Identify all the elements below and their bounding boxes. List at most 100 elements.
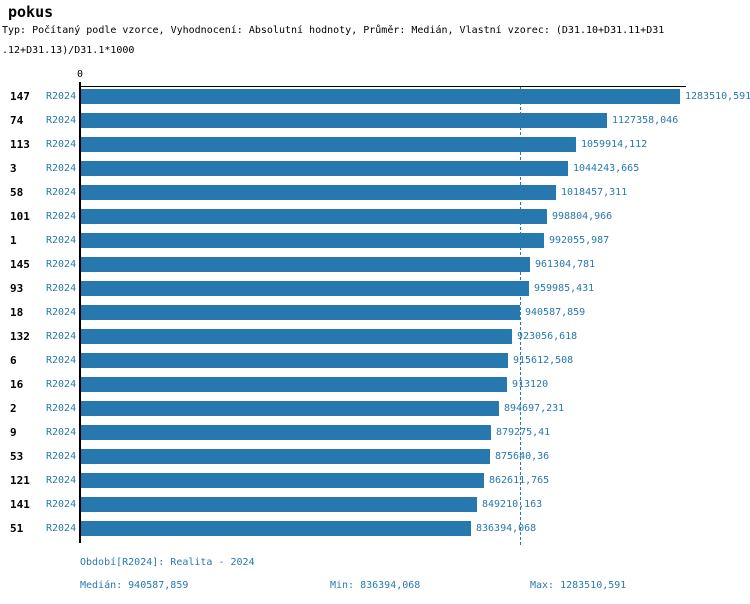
value-label: 961304,781	[535, 259, 596, 270]
value-label: 849210,163	[482, 499, 543, 510]
value-label: 879275,41	[496, 427, 551, 438]
bar[interactable]	[81, 89, 680, 104]
series-label: R2024	[46, 499, 77, 510]
category-label: 93	[10, 282, 24, 295]
footer-period-label: Období[R2024]: Realita - 2024	[80, 557, 255, 568]
chart-row: 1 R2024 992055,987	[0, 233, 750, 248]
value-label: 923056,618	[517, 331, 578, 342]
value-label: 894697,231	[504, 403, 565, 414]
bar[interactable]	[81, 257, 530, 272]
value-label: 998804,966	[552, 211, 613, 222]
y-axis-line	[79, 82, 81, 543]
bar[interactable]	[81, 497, 477, 512]
category-label: 16	[10, 378, 24, 391]
chart-row: 132 R2024 923056,618	[0, 329, 750, 344]
chart-row: 9 R2024 879275,41	[0, 425, 750, 440]
value-label: 992055,987	[549, 235, 610, 246]
series-label: R2024	[46, 403, 77, 414]
chart-row: 147 R2024 1283510,591	[0, 89, 750, 104]
chart-row: 93 R2024 959985,431	[0, 281, 750, 296]
x-axis-line	[79, 86, 686, 87]
bar[interactable]	[81, 305, 520, 320]
median-reference-line	[520, 87, 521, 545]
bar[interactable]	[81, 209, 547, 224]
value-label: 1044243,665	[573, 163, 640, 174]
footer-min-label: Min: 836394,068	[330, 580, 421, 591]
bar[interactable]	[81, 281, 529, 296]
series-label: R2024	[46, 451, 77, 462]
category-label: 121	[10, 474, 30, 487]
bar[interactable]	[81, 377, 507, 392]
chart-row: 51 R2024 836394,068	[0, 521, 750, 536]
chart-row: 145 R2024 961304,781	[0, 257, 750, 272]
chart-row: 74 R2024 1127358,046	[0, 113, 750, 128]
bar[interactable]	[81, 137, 576, 152]
value-label: 1018457,311	[561, 187, 628, 198]
series-label: R2024	[46, 331, 77, 342]
chart-row: 53 R2024 875640,36	[0, 449, 750, 464]
bar[interactable]	[81, 185, 556, 200]
category-label: 51	[10, 522, 24, 535]
bar[interactable]	[81, 401, 499, 416]
series-label: R2024	[46, 427, 77, 438]
series-label: R2024	[46, 211, 77, 222]
bar[interactable]	[81, 329, 512, 344]
series-label: R2024	[46, 379, 77, 390]
category-label: 74	[10, 114, 24, 127]
series-label: R2024	[46, 523, 77, 534]
bar[interactable]	[81, 449, 490, 464]
series-label: R2024	[46, 259, 77, 270]
category-label: 145	[10, 258, 30, 271]
chart-row: 141 R2024 849210,163	[0, 497, 750, 512]
value-label: 940587,859	[525, 307, 586, 318]
value-label: 915612,508	[513, 355, 574, 366]
value-label: 1283510,591	[685, 91, 750, 102]
series-label: R2024	[46, 355, 77, 366]
category-label: 2	[10, 402, 17, 415]
bar[interactable]	[81, 353, 508, 368]
bar[interactable]	[81, 425, 491, 440]
page-title: pokus	[8, 3, 54, 21]
series-label: R2024	[46, 163, 77, 174]
bar[interactable]	[81, 521, 471, 536]
category-label: 3	[10, 162, 17, 175]
bar[interactable]	[81, 473, 484, 488]
chart-row: 2 R2024 894697,231	[0, 401, 750, 416]
value-label: 862611,765	[489, 475, 550, 486]
value-label: 913120	[512, 379, 549, 390]
footer-max-label: Max: 1283510,591	[530, 580, 627, 591]
category-label: 113	[10, 138, 30, 151]
bar[interactable]	[81, 113, 607, 128]
category-label: 18	[10, 306, 24, 319]
chart-row: 16 R2024 913120	[0, 377, 750, 392]
category-label: 53	[10, 450, 24, 463]
value-label: 1127358,046	[612, 115, 679, 126]
value-label: 875640,36	[495, 451, 550, 462]
value-label: 836394,068	[476, 523, 537, 534]
chart-row: 3 R2024 1044243,665	[0, 161, 750, 176]
series-label: R2024	[46, 115, 77, 126]
x-axis-zero-tick-label: 0	[76, 69, 84, 80]
category-label: 147	[10, 90, 30, 103]
bar[interactable]	[81, 161, 568, 176]
chart-row: 6 R2024 915612,508	[0, 353, 750, 368]
chart-row: 113 R2024 1059914,112	[0, 137, 750, 152]
footer-median-label: Medián: 940587,859	[80, 580, 189, 591]
category-label: 101	[10, 210, 30, 223]
chart-row: 121 R2024 862611,765	[0, 473, 750, 488]
series-label: R2024	[46, 283, 77, 294]
category-label: 9	[10, 426, 17, 439]
series-label: R2024	[46, 307, 77, 318]
value-label: 959985,431	[534, 283, 595, 294]
category-label: 6	[10, 354, 17, 367]
category-label: 132	[10, 330, 30, 343]
chart-subtitle-line1: Typ: Počítaný podle vzorce, Vyhodnocení:…	[2, 25, 665, 36]
category-label: 1	[10, 234, 17, 247]
series-label: R2024	[46, 475, 77, 486]
series-label: R2024	[46, 139, 77, 150]
bar[interactable]	[81, 233, 544, 248]
series-label: R2024	[46, 235, 77, 246]
chart-row: 18 R2024 940587,859	[0, 305, 750, 320]
chart-row: 101 R2024 998804,966	[0, 209, 750, 224]
